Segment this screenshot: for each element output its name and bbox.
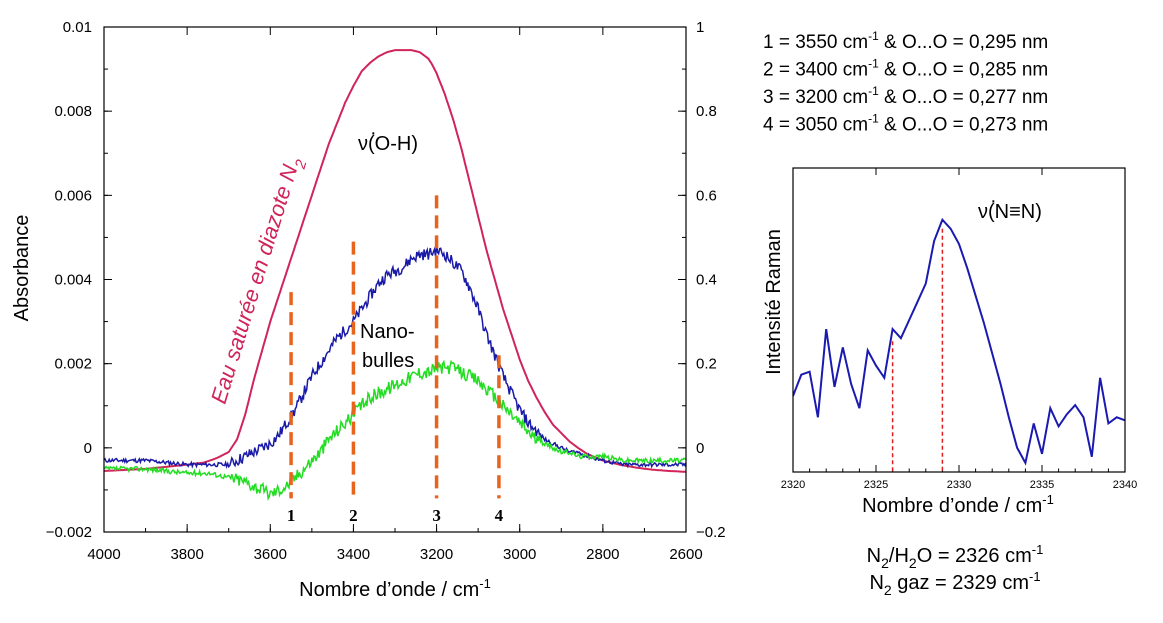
oh-band-accent: · (370, 122, 377, 144)
x-tick-label: 2600 (669, 546, 702, 563)
y-tick-label: −0.002 (46, 524, 92, 541)
raman-chart: 2320 2325 2330 2335 2340 Nombre d’onde / cm-… (763, 167, 1137, 517)
legend-line-3: 3 = 3200 cm-1 & O...O = 0,277 nm (763, 84, 1048, 108)
raman-chart-frame (792, 167, 1126, 473)
nano-label-line2: bulles (362, 350, 414, 372)
nn-band-accent: · (990, 190, 997, 212)
raman-spectrum-line (793, 217, 1125, 466)
x-tick-label: 3200 (420, 546, 453, 563)
y-tick-label: 0.008 (54, 103, 92, 120)
left-chart-ylabel: Absorbance (11, 215, 33, 322)
x-tick-label: 3800 (170, 546, 203, 563)
legend-line-2: 2 = 3400 cm-1 & O...O = 0,285 nm (763, 57, 1048, 81)
red-curve-label: Eau saturée en diazote N2 (206, 153, 311, 408)
legend-line-1: 1 = 3550 cm-1 & O...O = 0,295 nm (763, 29, 1048, 53)
y2-tick-label: 0.4 (696, 272, 717, 289)
x-tick-label: 3600 (254, 546, 287, 563)
y2-tick-label: 1 (696, 19, 704, 36)
marker-label-2: 2 (349, 506, 358, 525)
oh-band-label: ν(O-H) (358, 133, 418, 155)
raman-x-tick-label: 2330 (947, 479, 971, 491)
left-chart-ticks: 4000 3800 3600 3400 3200 3000 2800 26000.010.00… (46, 19, 726, 563)
absorbance-chart: 4000 3800 3600 3400 3200 3000 2800 26000.010.00… (11, 19, 726, 601)
x-tick-label: 4000 (87, 546, 120, 563)
nano-label-line1: Nano- (360, 321, 414, 343)
y2-tick-label: 0 (696, 440, 704, 457)
x-tick-label: 3400 (337, 546, 370, 563)
legend-line-4: 4 = 3050 cm-1 & O...O = 0,273 nm (763, 112, 1048, 136)
left-chart-series (104, 49, 686, 501)
y-tick-label: 0.002 (54, 356, 92, 373)
nn-band-label: ν(N≡N) (978, 201, 1042, 223)
y2-tick-label: 0.2 (696, 356, 717, 373)
raman-x-tick-label: 2335 (1030, 479, 1054, 491)
x-tick-label: 3000 (503, 546, 536, 563)
green-nanobubble-curve (104, 359, 686, 501)
marker-label-3: 3 (432, 506, 441, 525)
y-tick-label: 0.006 (54, 187, 92, 204)
raman-chart-xlabel: Nombre d’onde / cm-1 (862, 492, 1054, 517)
marker-label-1: 1 (287, 506, 296, 525)
bottom-notes: N2/H2O = 2326 cm-1 N2 gaz = 2329 cm-1 (867, 542, 1044, 598)
note-n2-h2o: N2/H2O = 2326 cm-1 (867, 542, 1044, 571)
note-n2-gaz: N2 gaz = 2329 cm-1 (869, 569, 1040, 598)
left-chart-markers: 1 2 3 4 (287, 195, 504, 525)
left-chart-xlabel: Nombre d’onde / cm-1 (299, 576, 491, 601)
raman-x-tick-label: 2325 (864, 479, 888, 491)
raman-chart-ticks: 2320 2325 2330 2335 2340 (781, 168, 1137, 491)
y2-tick-label: 0.6 (696, 187, 717, 204)
wavenumber-legend: 1 = 3550 cm-1 & O...O = 0,295 nm 2 = 3400… (763, 29, 1048, 136)
raman-x-tick-label: 2340 (1113, 479, 1137, 491)
raman-chart-series (793, 217, 1125, 466)
raman-chart-ylabel: Intensité Raman (763, 229, 785, 375)
x-tick-label: 2800 (586, 546, 619, 563)
red-saturated-water-curve (104, 49, 686, 473)
marker-label-4: 4 (495, 506, 504, 525)
raman-x-tick-label: 2320 (781, 479, 805, 491)
left-chart-frame (103, 26, 687, 533)
y-tick-label: 0.004 (54, 272, 92, 289)
y2-tick-label: 0.8 (696, 103, 717, 120)
y-tick-label: 0.01 (63, 19, 92, 36)
y2-tick-label: −0.2 (696, 524, 726, 541)
y-tick-label: 0 (84, 440, 92, 457)
raman-chart-markers (891, 228, 944, 472)
